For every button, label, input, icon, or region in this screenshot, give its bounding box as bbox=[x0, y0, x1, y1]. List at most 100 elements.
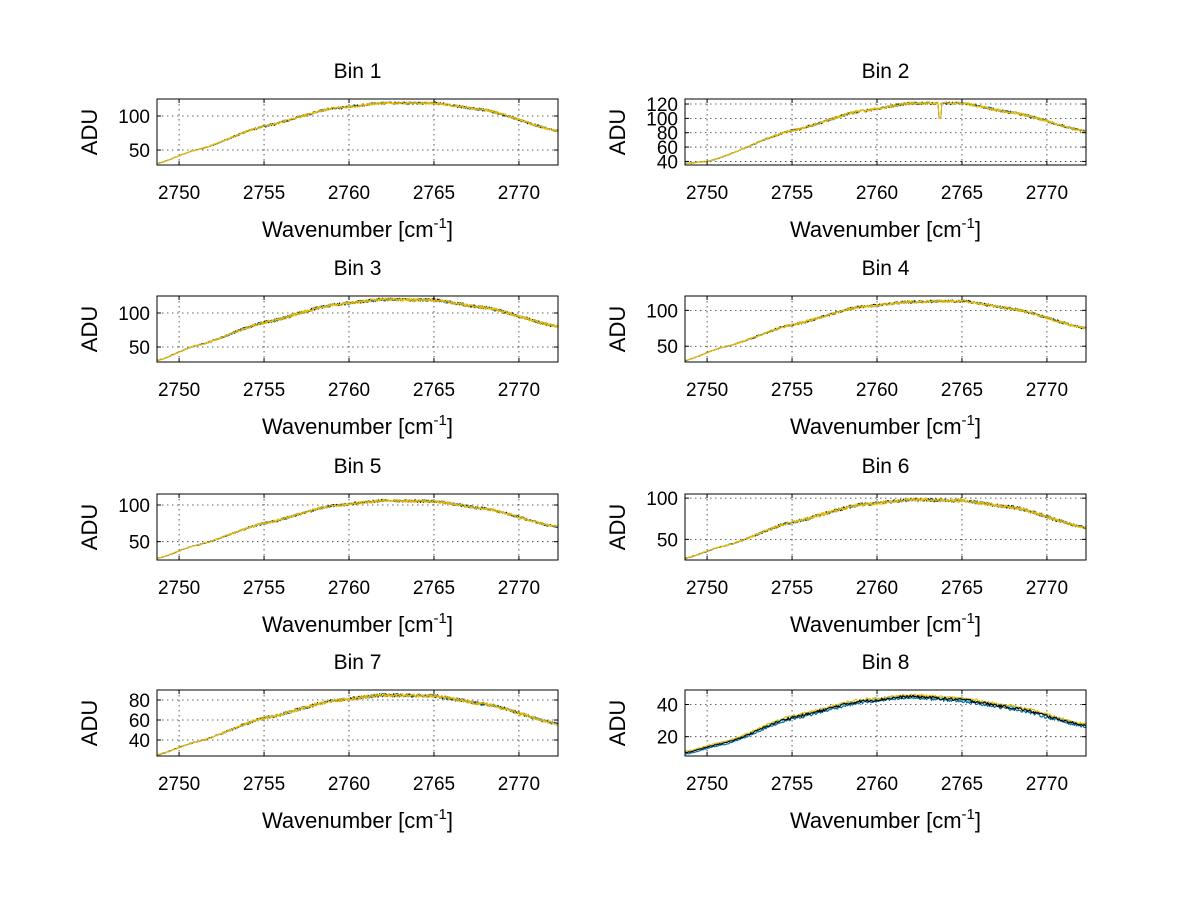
y-axis-label: ADU bbox=[77, 504, 102, 550]
x-tick-label: 2770 bbox=[498, 774, 540, 795]
series-line-3 bbox=[685, 694, 1086, 753]
series-line-1 bbox=[685, 694, 1086, 754]
x-axis-label-bracket: ] bbox=[975, 217, 981, 242]
y-axis-label: ADU bbox=[605, 306, 630, 352]
y-tick-label: 50 bbox=[129, 338, 150, 359]
x-tick-label: 2750 bbox=[686, 578, 728, 599]
x-axis-label: Wavenumber [cm-1] bbox=[790, 215, 981, 242]
series-line-3 bbox=[157, 101, 558, 165]
series-line-2 bbox=[157, 692, 558, 756]
subplot-5: Bin 5 2750 2755 2760 2765 2770 50 100 Wavenumber… bbox=[77, 455, 559, 637]
x-tick-label: 2770 bbox=[498, 183, 540, 204]
x-tick-label: 2750 bbox=[158, 774, 200, 795]
series-line-4 bbox=[685, 693, 1086, 752]
subplot-title: Bin 2 bbox=[862, 60, 910, 83]
x-axis-label: Wavenumber [cm-1] bbox=[262, 610, 453, 637]
x-axis-label-superscript: -1 bbox=[962, 806, 975, 823]
x-tick-label: 2750 bbox=[686, 380, 728, 401]
x-tick-label: 2750 bbox=[686, 774, 728, 795]
axes-box bbox=[684, 98, 1087, 166]
x-axis-label-bracket: ] bbox=[975, 612, 981, 637]
series-line-3 bbox=[685, 299, 1086, 361]
series-line-1 bbox=[157, 692, 558, 756]
subplot-title: Bin 6 bbox=[862, 455, 910, 478]
x-tick-label: 2755 bbox=[243, 774, 285, 795]
x-tick-label: 2750 bbox=[158, 183, 200, 204]
x-tick-label: 2760 bbox=[328, 578, 370, 599]
subplot-6: Bin 6 2750 2755 2760 2765 2770 50 100 Wavenumber… bbox=[605, 455, 1087, 637]
x-axis-label: Wavenumber [cm-1] bbox=[262, 412, 453, 439]
x-axis-label-superscript: -1 bbox=[962, 215, 975, 232]
axes-box bbox=[684, 493, 1087, 561]
y-tick-label: 80 bbox=[657, 124, 678, 145]
series-line-4 bbox=[685, 101, 1086, 165]
x-tick-label: 2765 bbox=[413, 578, 455, 599]
series-line-3 bbox=[685, 497, 1086, 559]
y-tick-label: 60 bbox=[129, 711, 150, 732]
x-tick-label: 2760 bbox=[328, 183, 370, 204]
x-tick-label: 2765 bbox=[413, 774, 455, 795]
series-line-1 bbox=[685, 497, 1086, 560]
y-tick-label: 50 bbox=[657, 337, 678, 358]
series-line-4 bbox=[685, 299, 1086, 361]
x-tick-label: 2755 bbox=[771, 380, 813, 401]
y-tick-label: 100 bbox=[646, 301, 678, 322]
x-axis-label-text: Wavenumber [cm bbox=[790, 808, 962, 833]
x-tick-label: 2760 bbox=[856, 774, 898, 795]
series-line-4 bbox=[157, 297, 558, 362]
series-line-4 bbox=[157, 101, 558, 164]
y-tick-label: 40 bbox=[657, 152, 678, 173]
subplot-4: Bin 4 2750 2755 2760 2765 2770 50 100 Wavenumber… bbox=[605, 257, 1087, 439]
series-line-1 bbox=[685, 299, 1086, 362]
x-axis-label-text: Wavenumber [cm bbox=[790, 414, 962, 439]
subplot-1: Bin 1 2750 2755 2760 2765 2770 50 100 Wavenumber… bbox=[77, 60, 559, 242]
x-tick-label: 2770 bbox=[1026, 578, 1068, 599]
y-tick-label: 50 bbox=[129, 141, 150, 162]
x-tick-label: 2755 bbox=[243, 380, 285, 401]
x-tick-label: 2765 bbox=[413, 183, 455, 204]
y-tick-label: 100 bbox=[118, 304, 150, 325]
subplot-title: Bin 4 bbox=[862, 257, 910, 280]
y-axis-label: ADU bbox=[77, 109, 102, 155]
x-axis-label: Wavenumber [cm-1] bbox=[262, 215, 453, 242]
subplot-8: Bin 8 2750 2755 2760 2765 2770 20 40 Wavenumber … bbox=[605, 651, 1087, 833]
subplot-title: Bin 3 bbox=[334, 257, 382, 280]
x-axis-label-text: Wavenumber [cm bbox=[790, 217, 962, 242]
y-tick-label: 50 bbox=[657, 530, 678, 551]
axes-box bbox=[684, 689, 1087, 757]
x-tick-label: 2770 bbox=[498, 380, 540, 401]
axes-box bbox=[156, 493, 559, 561]
series-line-3 bbox=[157, 498, 558, 560]
x-axis-label-bracket: ] bbox=[975, 808, 981, 833]
y-tick-label: 60 bbox=[657, 138, 678, 159]
y-axis-label: ADU bbox=[605, 504, 630, 550]
x-axis-label-superscript: -1 bbox=[962, 412, 975, 429]
x-tick-label: 2750 bbox=[158, 578, 200, 599]
y-tick-label: 100 bbox=[646, 109, 678, 130]
x-axis-label-bracket: ] bbox=[975, 414, 981, 439]
series-line-2 bbox=[685, 696, 1086, 755]
y-tick-label: 40 bbox=[129, 731, 150, 752]
x-axis-label-text: Wavenumber [cm bbox=[262, 414, 434, 439]
x-axis-label-bracket: ] bbox=[447, 612, 453, 637]
series-line-2 bbox=[157, 297, 558, 362]
series-line-4 bbox=[157, 498, 558, 559]
series-line-2 bbox=[685, 299, 1086, 362]
x-axis-label-superscript: -1 bbox=[434, 806, 447, 823]
x-axis-label-superscript: -1 bbox=[434, 215, 447, 232]
axes-box bbox=[684, 295, 1087, 363]
x-tick-label: 2750 bbox=[158, 380, 200, 401]
x-axis-label-superscript: -1 bbox=[434, 412, 447, 429]
x-axis-label-superscript: -1 bbox=[962, 610, 975, 627]
x-axis-label: Wavenumber [cm-1] bbox=[790, 806, 981, 833]
x-axis-label-bracket: ] bbox=[447, 217, 453, 242]
x-tick-label: 2760 bbox=[328, 774, 370, 795]
subplot-title: Bin 1 bbox=[334, 60, 382, 83]
series-line-3 bbox=[157, 693, 558, 756]
y-axis-label: ADU bbox=[77, 306, 102, 352]
x-tick-label: 2770 bbox=[498, 578, 540, 599]
x-tick-label: 2755 bbox=[243, 578, 285, 599]
y-tick-label: 120 bbox=[646, 95, 678, 116]
y-tick-label: 80 bbox=[129, 691, 150, 712]
x-tick-label: 2770 bbox=[1026, 380, 1068, 401]
